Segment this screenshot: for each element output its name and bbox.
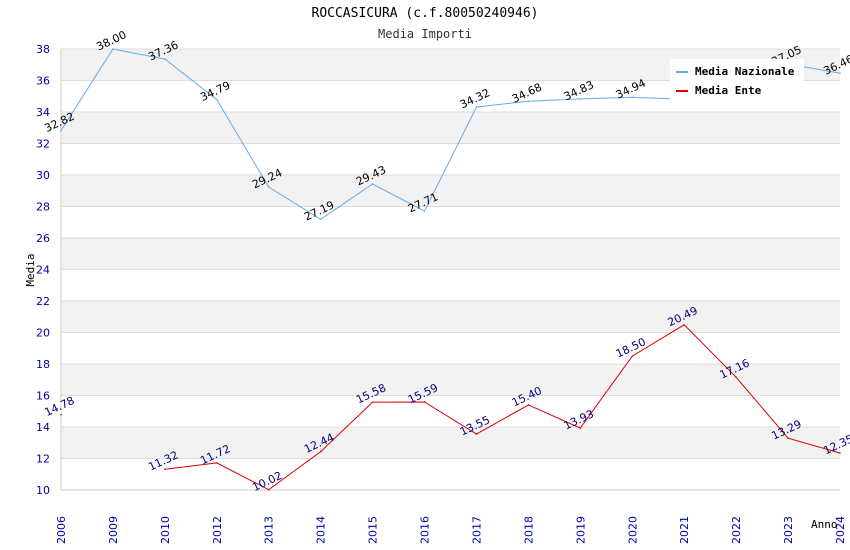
x-tick-label: 2010: [159, 516, 172, 544]
x-tick-label: 2017: [470, 516, 483, 544]
legend-item-ente: Media Ente: [676, 84, 761, 98]
data-point-nazionale: [631, 96, 634, 98]
data-point-ente: [683, 323, 685, 326]
chart-title: ROCCASICURA (c.f.80050240946): [311, 6, 539, 21]
y-tick-label: 38: [36, 43, 50, 56]
y-tick-label: 26: [36, 232, 50, 245]
y-tick-label: 20: [36, 327, 50, 340]
grid-band: [61, 395, 840, 427]
y-tick-label: 12: [36, 453, 50, 466]
x-tick-label: 2023: [782, 516, 795, 544]
grid-band: [61, 301, 840, 333]
data-point-ente: [319, 450, 322, 453]
data-point-ente: [371, 401, 374, 403]
x-tick-label: 2021: [678, 516, 691, 544]
legend-label-ente: Media Ente: [695, 84, 762, 97]
x-tick-label: 2019: [574, 516, 587, 544]
data-point-nazionale: [164, 58, 166, 60]
chart-subtitle: Media Importi: [378, 27, 472, 41]
y-tick-label: 16: [36, 390, 50, 403]
x-tick-label: 2009: [107, 516, 120, 544]
x-tick-label: 2013: [263, 516, 276, 544]
data-point-ente: [735, 376, 737, 379]
x-axis-label: Anno: [811, 518, 838, 531]
data-point-ente: [631, 355, 634, 357]
grid-band: [61, 206, 840, 238]
grid-band: [61, 112, 840, 144]
legend: Media Nazionale Media Ente: [670, 59, 804, 103]
grid-band: [61, 364, 840, 396]
y-tick-label: 18: [36, 358, 50, 371]
data-point-ente: [267, 488, 270, 491]
data-point-nazionale: [60, 129, 62, 132]
x-tick-label: 2018: [522, 516, 535, 544]
x-tick-label: 2012: [211, 516, 224, 544]
data-point-nazionale: [371, 183, 374, 185]
x-tick-label: 2006: [55, 516, 68, 544]
data-point-nazionale: [267, 186, 270, 188]
y-tick-label: 32: [36, 138, 50, 151]
y-tick-label: 34: [36, 106, 50, 119]
x-tick-label: 2014: [315, 516, 328, 544]
y-axis-label: Media: [24, 253, 37, 286]
data-point-ente: [527, 404, 530, 406]
y-tick-label: 36: [36, 75, 50, 88]
grid-band: [61, 458, 840, 490]
data-point-nazionale: [527, 100, 530, 103]
data-point-nazionale: [112, 48, 114, 50]
data-point-nazionale: [475, 106, 478, 108]
data-point-ente: [839, 452, 841, 454]
legend-item-nazionale: Media Nazionale: [676, 65, 794, 79]
data-point-nazionale: [423, 210, 426, 212]
data-point-nazionale: [319, 218, 322, 221]
data-point-ente: [579, 427, 582, 429]
grid-band: [61, 269, 840, 301]
data-point-ente: [475, 433, 478, 435]
x-tick-label: 2015: [367, 516, 380, 544]
legend-label-nazionale: Media Nazionale: [695, 65, 795, 78]
y-tick-label: 30: [36, 169, 50, 182]
grid-band: [61, 175, 840, 207]
grid-band: [61, 332, 840, 364]
x-tick-label: 2024: [834, 516, 847, 544]
y-tick-label: 24: [36, 264, 50, 277]
x-tick-label: 2020: [626, 516, 639, 544]
data-point-nazionale: [579, 98, 582, 100]
y-tick-label: 14: [36, 421, 50, 434]
series-line-ente: [164, 324, 841, 491]
legend-swatch-ente: [676, 90, 688, 92]
y-tick-label: 22: [36, 295, 50, 308]
grid-band: [61, 427, 840, 459]
grid-band: [61, 238, 840, 270]
data-point-ente: [216, 462, 218, 464]
legend-swatch-nazionale: [676, 71, 688, 73]
data-point-ente: [164, 468, 166, 471]
data-point-ente: [787, 437, 789, 439]
data-point-nazionale: [839, 72, 841, 75]
data-point-ente: [60, 413, 62, 416]
x-tick-label: 2016: [419, 516, 432, 544]
y-tick-label: 28: [36, 201, 50, 214]
x-tick-label: 2022: [730, 516, 743, 544]
y-tick-label: 10: [36, 484, 50, 497]
data-point-nazionale: [216, 98, 218, 101]
data-point-ente: [423, 401, 426, 403]
